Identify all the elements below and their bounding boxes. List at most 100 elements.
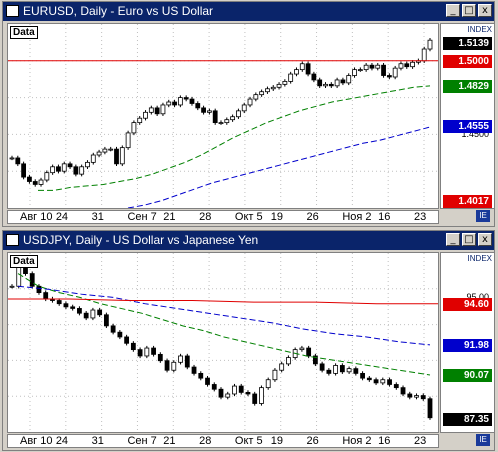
candle-body [36, 285, 42, 294]
candle-body [137, 117, 143, 124]
candle-body [117, 331, 123, 338]
indicator-line [17, 285, 431, 346]
candle-body [206, 110, 212, 113]
price-label: 1.4555 [443, 120, 492, 134]
candle-body [311, 73, 317, 81]
price-chart-svg [8, 253, 438, 432]
candle-body [407, 393, 413, 398]
candle-body [265, 88, 270, 93]
candle-body [21, 163, 27, 178]
candle-body [232, 385, 237, 395]
candle-body [328, 83, 334, 87]
indicator-line [127, 126, 431, 208]
window-titlebar[interactable]: EURUSD, Daily - Euro vs US Dollar _ □ x [3, 2, 494, 21]
date-tick-label: Авг 10 [20, 435, 53, 447]
candle-body [63, 303, 69, 308]
candle-body [393, 384, 399, 389]
index-button[interactable]: INDEX [441, 24, 494, 36]
candle-body [373, 379, 379, 384]
price-label: 1.4829 [443, 79, 492, 93]
candle-body [414, 395, 419, 398]
candle-body [386, 75, 392, 78]
date-tick-label: 23 [414, 435, 427, 447]
price-label: 91.98 [443, 339, 492, 353]
candle-body [282, 81, 288, 85]
candle-body [102, 148, 108, 153]
candle-body [16, 265, 22, 287]
price-label: 1.5000 [443, 54, 492, 68]
candle-body [420, 395, 426, 400]
candle-body [67, 163, 73, 168]
candle-body [218, 122, 224, 125]
price-label: 94.60 [443, 297, 492, 311]
close-button[interactable]: x [478, 233, 492, 246]
candle-body [85, 161, 90, 168]
candle-body [56, 300, 62, 305]
candle-body [252, 393, 258, 404]
candle-body [103, 314, 109, 327]
candle-body [137, 349, 143, 357]
candle-body [360, 372, 365, 379]
date-tick-label: Ноя 2 [342, 211, 372, 223]
candle-body [270, 86, 276, 90]
candle-body [279, 363, 285, 371]
date-tick-label: Сен 7 [127, 435, 157, 447]
eurusd-chart-window[interactable]: EURUSD, Daily - Euro vs US Dollar _ □ x … [2, 1, 495, 227]
candle-body [253, 94, 259, 100]
candle-body [198, 372, 204, 379]
candle-body [108, 148, 114, 151]
window-title: USDJPY, Daily - US Dollar vs Japanese Ye… [23, 233, 259, 247]
scale-toggle-icon[interactable]: IE [476, 210, 490, 222]
candle-body [96, 151, 102, 156]
candle-body [27, 176, 32, 182]
time-axis: Авг 10 24 31 Сен 7 21 28 Окт 5 19 26 Ноя 2 16 23 [7, 434, 439, 448]
candle-body [299, 63, 305, 71]
chart-app-icon [6, 234, 19, 246]
candle-body [166, 101, 172, 106]
price-plot[interactable]: Data [7, 23, 439, 209]
candle-body [218, 388, 224, 398]
candle-body [305, 63, 311, 75]
candle-body [15, 157, 21, 165]
maximize-button[interactable]: □ [462, 233, 476, 246]
candle-body [357, 69, 363, 72]
maximize-button[interactable]: □ [462, 4, 476, 17]
minimize-button[interactable]: _ [446, 233, 460, 246]
candle-body [77, 308, 82, 314]
candle-body [125, 132, 131, 149]
candle-body [212, 110, 218, 124]
candle-body [427, 398, 433, 419]
window-titlebar[interactable]: USDJPY, Daily - US Dollar vs Japanese Ye… [3, 231, 494, 250]
minimize-button[interactable]: _ [446, 4, 460, 17]
data-label: Data [10, 26, 38, 39]
candle-body [259, 91, 265, 96]
candle-body [400, 387, 406, 395]
date-tick-label: Авг 10 [20, 211, 53, 223]
date-tick-label: 28 [199, 211, 212, 223]
candle-body [306, 347, 312, 357]
chart-app-icon [6, 5, 19, 17]
date-tick-label: 26 [306, 435, 319, 447]
candle-body [97, 309, 103, 316]
close-button[interactable]: x [478, 4, 492, 17]
candle-body [90, 309, 96, 319]
price-plot[interactable]: Data [7, 252, 439, 433]
candle-body [317, 79, 323, 87]
date-tick-label: Окт 5 [234, 211, 263, 223]
index-button[interactable]: INDEX [441, 253, 494, 265]
candle-body [160, 104, 166, 115]
candle-body [398, 63, 404, 69]
candle-body [238, 385, 244, 393]
candle-body [70, 306, 76, 309]
candle-body [333, 365, 339, 374]
date-tick-label: 21 [163, 435, 176, 447]
usdjpy-chart-window[interactable]: USDJPY, Daily - US Dollar vs Japanese Ye… [2, 230, 495, 451]
candle-body [346, 368, 352, 373]
scale-toggle-icon[interactable]: IE [476, 434, 490, 446]
candle-body [110, 325, 116, 333]
candle-body [73, 166, 79, 175]
price-tick-label: 95.00 [443, 291, 492, 303]
data-label: Data [10, 255, 38, 268]
candle-body [38, 179, 44, 185]
date-tick-label: 26 [306, 211, 319, 223]
